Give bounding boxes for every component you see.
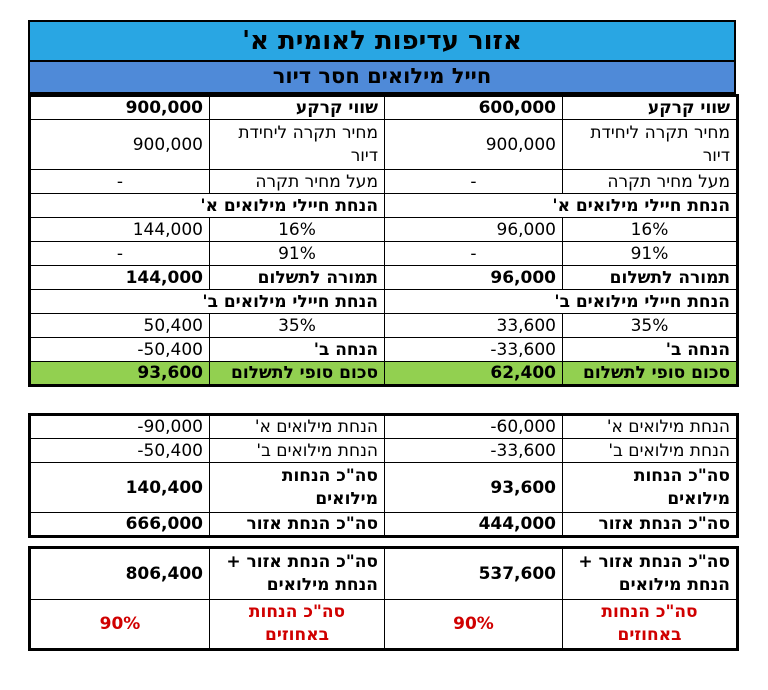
left-sum-a-label: הנחת מילואים א' xyxy=(209,414,385,439)
right-disc-a-header: הנחת חיילי מילואים א' xyxy=(384,193,738,218)
table-row: 900,000 מחיר תקרה ליחידת דיור 900,000 מח… xyxy=(29,119,738,170)
table-row: -50,400 הנחה ב' -33,600 הנחה ב' xyxy=(29,337,738,362)
left-above-value: - xyxy=(29,169,210,194)
right-final-label: סכום סופי לתשלום xyxy=(562,361,738,386)
right-sum-a-value: -60,000 xyxy=(384,414,563,439)
right-disc-b-neg: -33,600 xyxy=(384,337,563,362)
left-area-plus-label: סה"כ הנחת אזור + הנחת מילואים xyxy=(209,547,385,600)
left-pct91-value: - xyxy=(29,241,210,266)
left-total-res-label: סה"כ הנחות מילואים xyxy=(209,462,385,513)
left-ceiling-value: 900,000 xyxy=(29,119,210,170)
left-total-res-value: 140,400 xyxy=(29,462,210,513)
right-pct-total-value: 90% xyxy=(384,599,563,650)
final-row: 93,600 סכום סופי לתשלום 62,400 סכום סופי… xyxy=(29,361,738,386)
sheet-subtitle: חייל מילואים חסר דיור xyxy=(28,62,736,94)
left-sum-b-label: הנחת מילואים ב' xyxy=(209,438,385,463)
right-disc-a-value: 96,000 xyxy=(384,217,563,242)
right-pct-total-label: סה"כ הנחות באחוזים xyxy=(562,599,738,650)
right-pct91-value: - xyxy=(384,241,563,266)
right-area-value: 444,000 xyxy=(384,512,563,537)
table-row: 50,400 35% 33,600 35% xyxy=(29,313,738,338)
left-sum-a-value: -90,000 xyxy=(29,414,210,439)
left-disc-a-pct: 16% xyxy=(209,217,385,242)
right-area-plus-value: 537,600 xyxy=(384,547,563,600)
right-disc-b-value: 33,600 xyxy=(384,313,563,338)
right-sum-a-label: הנחת מילואים א' xyxy=(562,414,738,439)
right-disc-a-pct: 16% xyxy=(562,217,738,242)
right-ceiling-value: 900,000 xyxy=(384,119,563,170)
right-pct91: 91% xyxy=(562,241,738,266)
left-pct-total-value: 90% xyxy=(29,599,210,650)
table-row: - מעל מחיר תקרה - מעל מחיר תקרה xyxy=(29,169,738,194)
main-table: 900,000 שווי קרקע 600,000 שווי קרקע 900,… xyxy=(28,94,739,387)
right-total-res-label: סה"כ הנחות מילואים xyxy=(562,462,738,513)
left-area-plus-value: 806,400 xyxy=(29,547,210,600)
right-sum-b-label: הנחת מילואים ב' xyxy=(562,438,738,463)
totals-table: 806,400 סה"כ הנחת אזור + הנחת מילואים 53… xyxy=(28,546,739,651)
table-row: -50,400 הנחת מילואים ב' -33,600 הנחת מיל… xyxy=(29,438,738,463)
left-pct-total-label: סה"כ הנחות באחוזים xyxy=(209,599,385,650)
right-above-label: מעל מחיר תקרה xyxy=(562,169,738,194)
left-sum-b-value: -50,400 xyxy=(29,438,210,463)
right-land-label: שווי קרקע xyxy=(562,95,738,120)
right-total-res-value: 93,600 xyxy=(384,462,563,513)
right-disc-b-header: הנחת חיילי מילואים ב' xyxy=(384,289,738,314)
table-row: -90,000 הנחת מילואים א' -60,000 הנחת מיל… xyxy=(29,414,738,439)
left-area-value: 666,000 xyxy=(29,512,210,537)
left-pay-value: 144,000 xyxy=(29,265,210,290)
left-disc-a-header: הנחת חיילי מילואים א' xyxy=(29,193,385,218)
right-sum-b-value: -33,600 xyxy=(384,438,563,463)
left-disc-b-pct: 35% xyxy=(209,313,385,338)
table-row: הנחת חיילי מילואים ב' הנחת חיילי מילואים… xyxy=(29,289,738,314)
left-ceiling-label: מחיר תקרה ליחידת דיור xyxy=(209,119,385,170)
table-row: - 91% - 91% xyxy=(29,241,738,266)
right-ceiling-label: מחיר תקרה ליחידת דיור xyxy=(562,119,738,170)
summary-table: -90,000 הנחת מילואים א' -60,000 הנחת מיל… xyxy=(28,413,739,538)
right-disc-b-label: הנחה ב' xyxy=(562,337,738,362)
table-row: הנחת חיילי מילואים א' הנחת חיילי מילואים… xyxy=(29,193,738,218)
left-area-label: סה"כ הנחת אזור xyxy=(209,512,385,537)
table-row: 666,000 סה"כ הנחת אזור 444,000 סה"כ הנחת… xyxy=(29,512,738,537)
right-final-value: 62,400 xyxy=(384,361,563,386)
right-land-value: 600,000 xyxy=(384,95,563,120)
sheet-title: אזור עדיפות לאומית א' xyxy=(28,20,736,62)
right-area-label: סה"כ הנחת אזור xyxy=(562,512,738,537)
table-row: 144,000 16% 96,000 16% xyxy=(29,217,738,242)
right-pay-value: 96,000 xyxy=(384,265,563,290)
right-area-plus-label: סה"כ הנחת אזור + הנחת מילואים xyxy=(562,547,738,600)
left-final-label: סכום סופי לתשלום xyxy=(209,361,385,386)
right-pay-label: תמורה לתשלום xyxy=(562,265,738,290)
table-row: 806,400 סה"כ הנחת אזור + הנחת מילואים 53… xyxy=(29,547,738,600)
left-disc-b-value: 50,400 xyxy=(29,313,210,338)
table-row: 144,000 תמורה לתשלום 96,000 תמורה לתשלום xyxy=(29,265,738,290)
left-disc-b-neg: -50,400 xyxy=(29,337,210,362)
left-disc-a-value: 144,000 xyxy=(29,217,210,242)
right-disc-b-pct: 35% xyxy=(562,313,738,338)
left-land-label: שווי קרקע xyxy=(209,95,385,120)
discount-sheet: אזור עדיפות לאומית א' חייל מילואים חסר ד… xyxy=(28,20,739,651)
table-row: 90% סה"כ הנחות באחוזים 90% סה"כ הנחות בא… xyxy=(29,599,738,650)
left-disc-b-label: הנחה ב' xyxy=(209,337,385,362)
left-pay-label: תמורה לתשלום xyxy=(209,265,385,290)
left-above-label: מעל מחיר תקרה xyxy=(209,169,385,194)
left-land-value: 900,000 xyxy=(29,95,210,120)
left-final-value: 93,600 xyxy=(29,361,210,386)
left-disc-b-header: הנחת חיילי מילואים ב' xyxy=(29,289,385,314)
left-pct91: 91% xyxy=(209,241,385,266)
table-row: 140,400 סה"כ הנחות מילואים 93,600 סה"כ ה… xyxy=(29,462,738,513)
table-row: 900,000 שווי קרקע 600,000 שווי קרקע xyxy=(29,95,738,120)
right-above-value: - xyxy=(384,169,563,194)
